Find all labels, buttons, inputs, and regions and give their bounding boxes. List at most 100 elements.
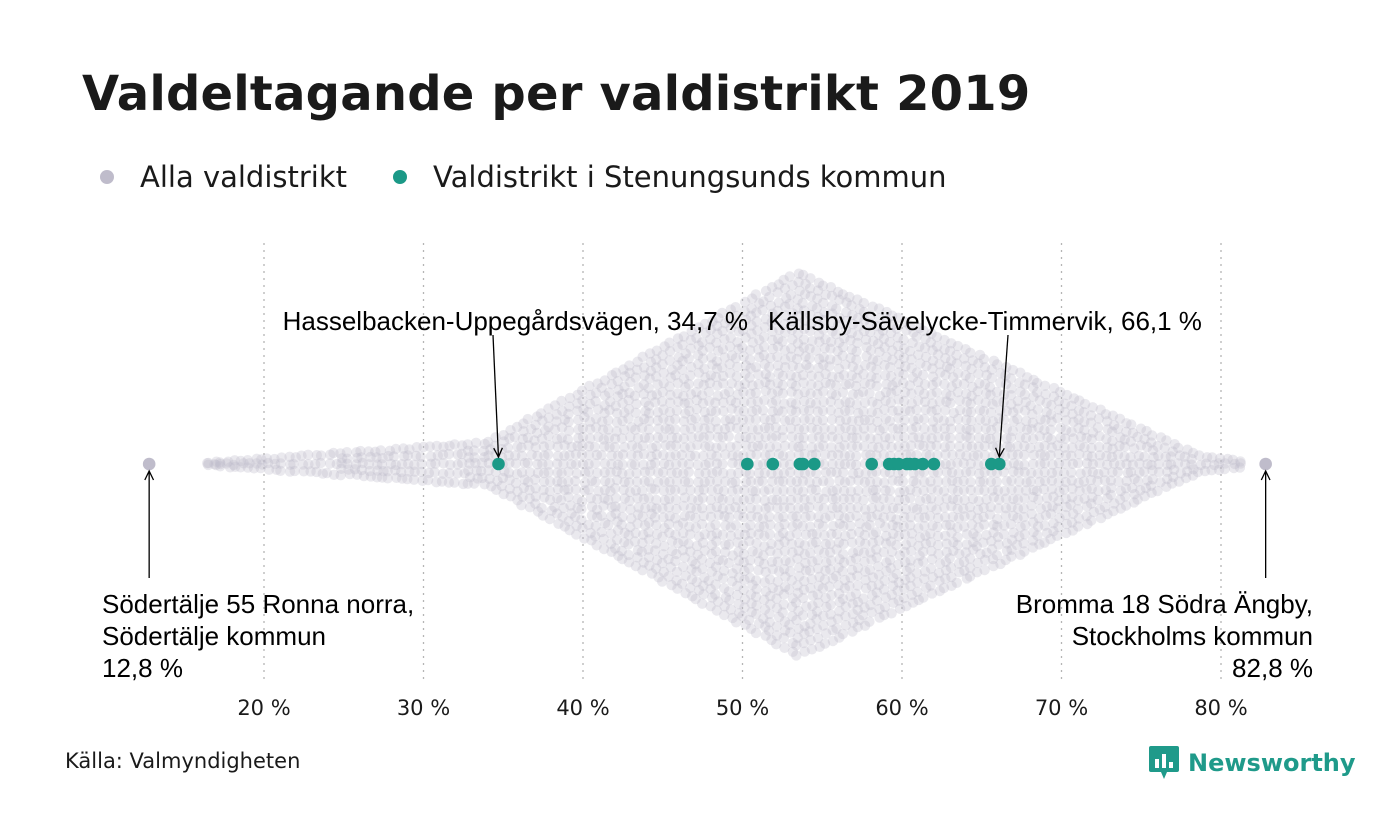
district-point (726, 477, 738, 488)
district-point (396, 459, 408, 470)
district-point (747, 485, 758, 497)
district-point (498, 488, 509, 500)
district-point (596, 510, 607, 521)
district-point (732, 580, 743, 592)
district-point (724, 359, 735, 370)
district-point (1112, 466, 1124, 478)
district-point (826, 388, 837, 400)
district-point (670, 513, 681, 524)
district-point (632, 509, 644, 520)
district-point (712, 328, 723, 339)
district-point (759, 577, 770, 588)
district-point (559, 450, 570, 461)
district-point (705, 423, 716, 434)
district-point (767, 476, 778, 487)
district-point (672, 377, 684, 389)
district-point (462, 478, 473, 489)
district-point (831, 303, 842, 314)
district-point (732, 589, 743, 601)
district-point (731, 371, 742, 382)
district-point (764, 371, 775, 383)
district-point (745, 520, 756, 531)
district-point (559, 440, 570, 451)
district-point (469, 452, 480, 463)
district-point (820, 538, 831, 550)
district-point (251, 453, 262, 464)
district-point (351, 469, 363, 480)
district-point (410, 450, 422, 462)
district-point (284, 451, 295, 462)
district-point (719, 601, 730, 612)
district-point (644, 534, 655, 545)
district-point (633, 416, 644, 427)
district-point (692, 549, 703, 560)
district-point (543, 412, 554, 423)
district-point (599, 458, 611, 469)
district-point (797, 610, 809, 621)
district-point (807, 528, 818, 540)
district-point (673, 396, 684, 407)
district-point (763, 502, 775, 513)
district-point (678, 331, 689, 342)
district-point (753, 369, 764, 380)
district-point (725, 441, 736, 452)
district-point (638, 449, 650, 460)
district-point (664, 476, 675, 488)
district-point (771, 593, 782, 604)
district-point (818, 386, 829, 397)
district-point (747, 579, 758, 590)
district-point (814, 641, 825, 652)
district-point (704, 377, 716, 389)
district-point (653, 467, 664, 478)
district-point (781, 293, 792, 304)
district-point (820, 289, 831, 300)
district-point (658, 512, 669, 523)
district-point (510, 450, 521, 461)
district-point (543, 459, 554, 470)
district-point (616, 545, 627, 557)
district-point (739, 485, 750, 496)
district-point (524, 484, 535, 496)
district-point (744, 468, 755, 479)
district-point (805, 318, 817, 330)
district-point (798, 584, 810, 595)
district-point (604, 442, 615, 453)
district-point (325, 449, 336, 460)
district-point (646, 568, 658, 579)
district-point (738, 386, 749, 398)
district-point (799, 646, 810, 657)
district-point (558, 458, 569, 470)
district-point (760, 314, 772, 325)
district-point (512, 441, 523, 452)
district-point (482, 436, 494, 448)
district-point (483, 450, 494, 461)
district-point (583, 459, 594, 470)
district-point (770, 395, 782, 406)
district-point (390, 465, 401, 476)
district-point (779, 519, 790, 530)
district-point (772, 556, 783, 567)
district-point (321, 467, 333, 479)
district-point (825, 609, 836, 620)
district-point (772, 548, 783, 559)
district-point (765, 352, 776, 364)
district-point (572, 503, 583, 514)
district-point (670, 424, 681, 435)
district-point (666, 432, 678, 443)
stenungsund-point (766, 457, 780, 471)
district-point (771, 495, 783, 506)
district-point (833, 319, 844, 331)
district-point (658, 413, 669, 424)
district-point (678, 527, 689, 539)
district-point (678, 468, 689, 479)
district-point (704, 440, 715, 452)
district-point (793, 346, 805, 357)
district-point (786, 386, 797, 397)
district-point (577, 422, 589, 434)
district-point (767, 582, 778, 594)
district-point (638, 379, 650, 390)
district-point (764, 291, 775, 303)
district-point (556, 432, 567, 443)
district-point (556, 395, 567, 407)
district-point (336, 453, 348, 464)
